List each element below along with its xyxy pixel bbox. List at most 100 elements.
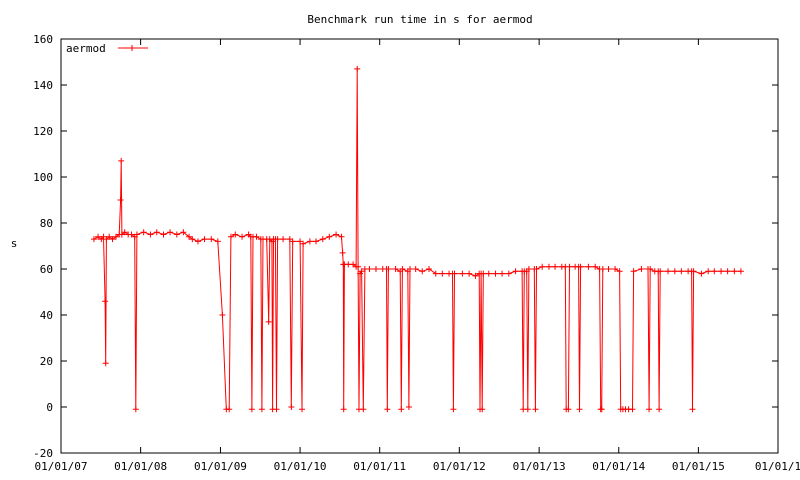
data-point [433,271,439,277]
y-tick-label: 20 [40,355,53,368]
y-tick-label: 120 [33,125,53,138]
data-point [333,232,339,238]
y-tick-label: -20 [33,447,53,460]
chart-title: Benchmark run time in s for aermod [307,13,532,26]
data-point [459,271,465,277]
data-point [539,264,545,270]
data-point [102,298,108,304]
data-point [725,268,731,274]
legend-marker [129,45,135,51]
data-point [195,238,201,244]
plot-frame [61,39,778,453]
x-tick-label: 01/01/10 [274,460,327,473]
data-point [373,266,379,272]
data-point [141,229,147,235]
y-axis-ticks: -20 0 20 40 60 80 100 120 140 160 [33,33,778,460]
data-point [513,268,519,274]
data-point [226,406,232,412]
x-axis-ticks: 01/01/07 01/01/08 01/01/09 01/01/10 01/01/11… [35,39,800,473]
y-tick-label: 40 [40,309,53,322]
data-point [606,266,612,272]
data-point [705,268,711,274]
data-point [398,406,404,412]
data-point [326,234,332,240]
data-point [506,271,512,277]
x-tick-label: 01/01/14 [592,460,645,473]
data-point [678,268,684,274]
y-tick-label: 60 [40,263,53,276]
legend: aermod [66,42,148,55]
x-tick-label: 01/01/13 [513,460,566,473]
data-point [738,268,744,274]
data-point [161,232,167,238]
x-tick-label: 01/01/08 [114,460,167,473]
data-point [154,229,160,235]
x-tick-label: 01/01/1 [755,460,800,473]
data-point [259,406,265,412]
x-tick-label: 01/01/07 [35,460,88,473]
data-point [313,238,319,244]
data-point [215,238,221,244]
data-point [406,404,412,410]
data-point [689,406,695,412]
data-point [320,236,326,242]
y-tick-label: 100 [33,171,53,184]
data-point [202,236,208,242]
data-point [630,406,636,412]
data-point [118,197,124,203]
data-point [718,268,724,274]
data-point [360,406,366,412]
y-tick-label: 80 [40,217,53,230]
data-point [631,268,637,274]
x-tick-label: 01/01/12 [433,460,486,473]
data-point [552,264,558,270]
data-point [341,406,347,412]
data-point [354,66,360,72]
x-tick-label: 01/01/09 [194,460,247,473]
data-point [493,271,499,277]
data-point [450,406,456,412]
x-tick-label: 01/01/15 [672,460,725,473]
data-point [711,268,717,274]
data-point [525,406,531,412]
y-tick-label: 0 [46,401,53,414]
data-point [413,266,419,272]
data-point [638,266,644,272]
data-point [133,406,139,412]
data-point [167,229,173,235]
series-aermod [91,66,744,412]
data-point [239,234,245,240]
data-point [339,234,345,240]
y-axis-label: s [11,237,18,250]
data-point [566,264,572,270]
data-point [280,236,286,242]
data-point [585,264,591,270]
data-point [299,406,305,412]
y-tick-label: 160 [33,33,53,46]
data-point [499,271,505,277]
data-point [366,266,372,272]
data-point [665,268,671,274]
data-point [439,271,445,277]
data-point [486,271,492,277]
data-point [731,268,737,274]
data-point [103,360,109,366]
data-point [599,406,605,412]
data-point [656,406,662,412]
data-point [466,271,472,277]
data-point [266,319,272,325]
data-point [340,250,346,256]
data-point [219,312,225,318]
data-point [426,266,432,272]
data-point [274,406,280,412]
data-point [698,271,704,277]
x-tick-label: 01/01/11 [353,460,406,473]
data-point [384,406,390,412]
data-point [546,264,552,270]
y-tick-label: 140 [33,79,53,92]
data-point [307,238,313,244]
data-point [118,158,124,164]
data-point [419,268,425,274]
data-point [174,232,180,238]
